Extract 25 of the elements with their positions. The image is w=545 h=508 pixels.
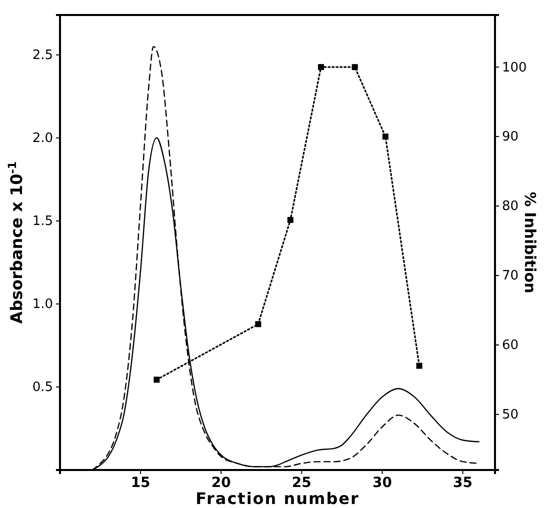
point	[255, 321, 262, 328]
x-tick-label: 20	[211, 474, 232, 491]
y2-tick-label: 50	[502, 408, 519, 423]
x-tick-label: 30	[372, 474, 392, 491]
y2-tick-label: 100	[502, 60, 527, 76]
y-tick-label: 1.5	[32, 214, 53, 230]
y-tick-label: 1.0	[32, 297, 53, 312]
y2-tick-label: 60	[502, 338, 519, 354]
x-tick-label: 15	[130, 474, 150, 491]
x-tick-label: 35	[453, 474, 473, 491]
point	[382, 134, 388, 140]
x-axis-title: Fraction number	[196, 489, 360, 508]
y-tick-label: 2.0	[32, 131, 53, 146]
y2-axis-title: % Inhibition	[521, 192, 539, 294]
y2-tick-label: 80	[502, 199, 519, 214]
x-tick-label: 25	[292, 474, 312, 491]
y2-tick-label: 70	[502, 268, 519, 284]
y-tick-label: 2.5	[32, 48, 53, 64]
y2-tick-label: 90	[502, 130, 519, 145]
y-tick-label: 0.5	[32, 380, 53, 396]
point	[287, 216, 294, 223]
point	[416, 362, 422, 369]
point	[154, 376, 160, 383]
point	[352, 64, 358, 70]
point	[318, 64, 324, 70]
